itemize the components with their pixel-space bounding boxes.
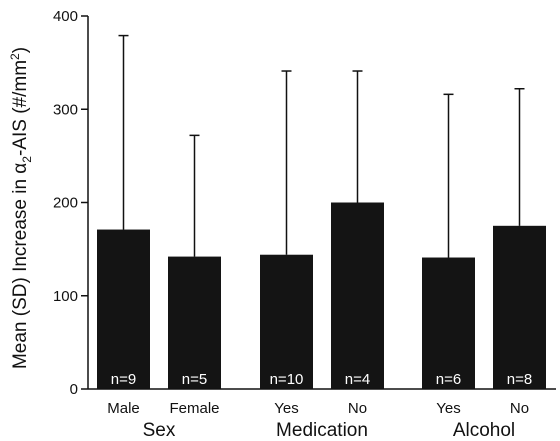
- bar: [97, 229, 150, 389]
- x-category-label: Yes: [436, 400, 460, 417]
- bar-n-label: n=8: [507, 371, 532, 388]
- y-axis: 0 100 200 300 400: [53, 8, 89, 398]
- y-tick-label: 200: [53, 195, 78, 212]
- x-group-label: Alcohol: [453, 420, 515, 441]
- bar: [331, 202, 384, 389]
- y-tick-label: 0: [70, 381, 78, 398]
- bar: [422, 257, 475, 389]
- x-category-label: No: [510, 400, 529, 417]
- x-group-label: Medication: [276, 420, 368, 441]
- bar-n-label: n=6: [436, 371, 461, 388]
- y-axis-label-prefix: Mean (SD) Increase in: [10, 174, 31, 369]
- y-tick-label: 300: [53, 101, 78, 118]
- x-group-label: Sex: [143, 420, 176, 441]
- y-tick-label: 400: [53, 8, 78, 25]
- x-category-label: Female: [169, 400, 219, 417]
- bar-n-label: n=5: [182, 371, 207, 388]
- y-axis-label-alpha: α: [10, 163, 31, 174]
- bars: n=9 n=5 n=10 n=4 n=6 n=8: [97, 34, 546, 389]
- y-axis-label-close: ): [10, 47, 31, 53]
- bar: [493, 225, 546, 389]
- y-axis-label: Mean (SD) Increase in α2-AIS (#/mm2): [8, 47, 34, 369]
- y-axis-label-superscript: 2: [8, 53, 22, 60]
- x-category-label: No: [348, 400, 367, 417]
- bar: [260, 254, 313, 389]
- y-axis-label-subscript: 2: [20, 156, 34, 163]
- x-category-label: Yes: [274, 400, 298, 417]
- x-axis: Male Female Sex Yes No Medication Yes No Alcohol: [88, 388, 556, 441]
- x-category-label: Male: [107, 400, 140, 417]
- y-axis-label-suffix: -AIS (#/mm: [10, 60, 31, 156]
- bar-n-label: n=9: [111, 371, 136, 388]
- bar-n-label: n=4: [345, 371, 370, 388]
- bar-n-label: n=10: [270, 371, 304, 388]
- bar: [168, 256, 221, 389]
- y-tick-label: 100: [53, 288, 78, 305]
